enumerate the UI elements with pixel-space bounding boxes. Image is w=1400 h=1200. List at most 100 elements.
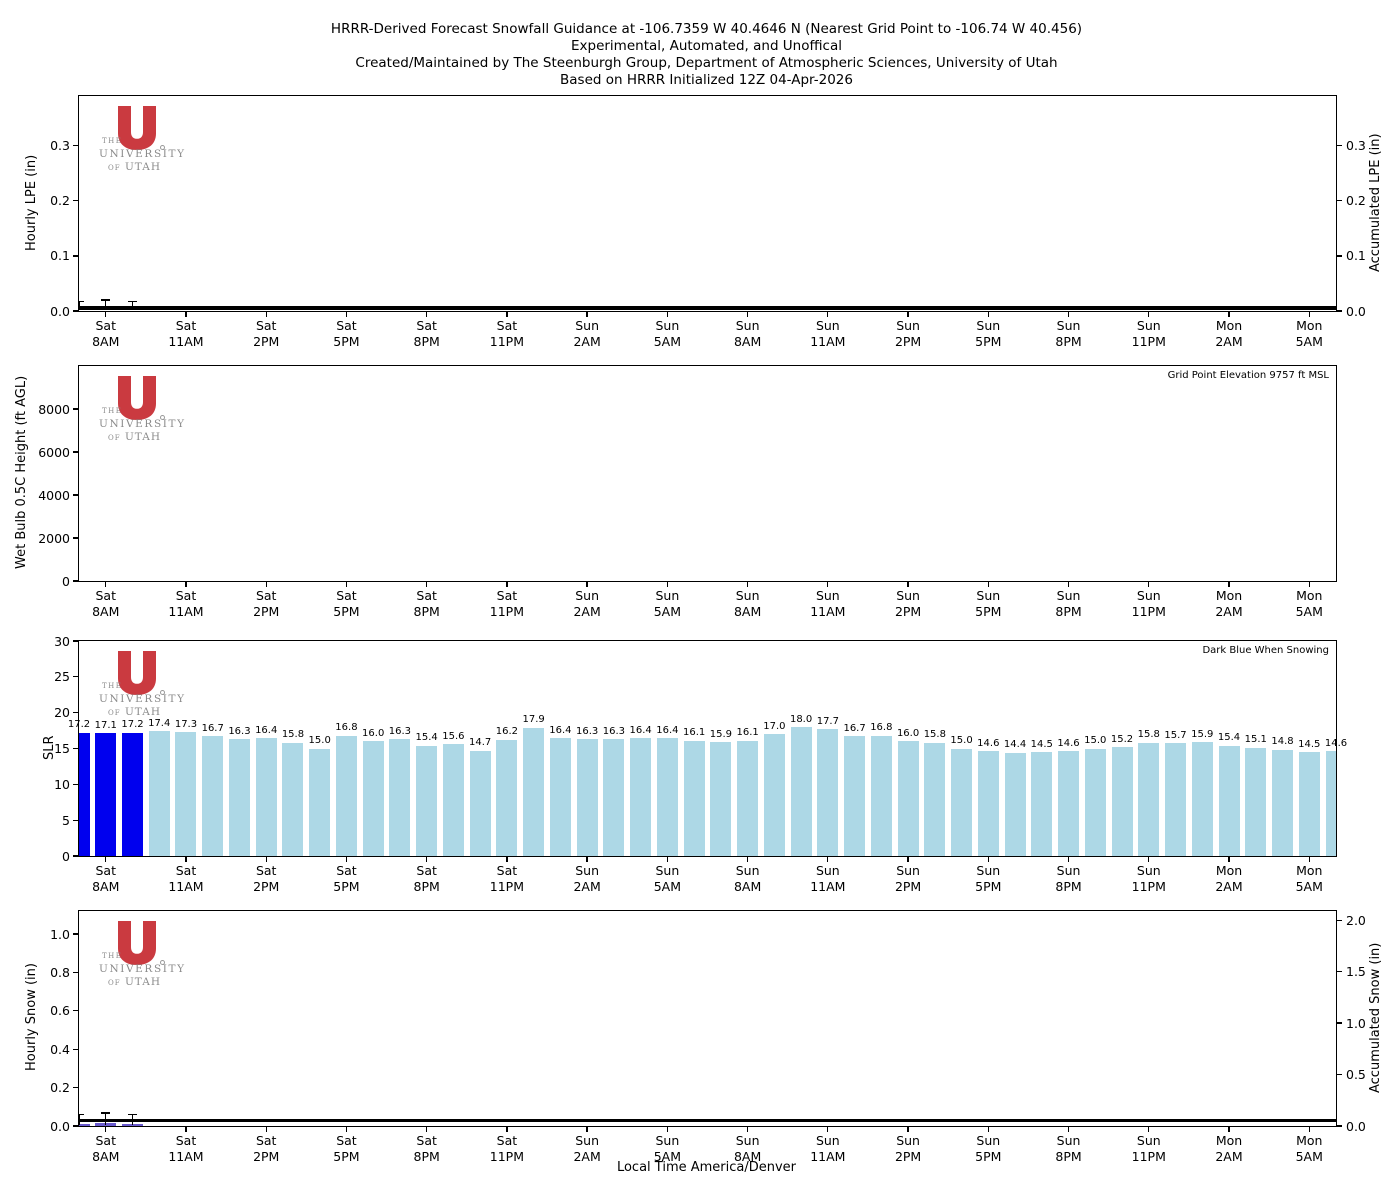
x-tick-label: Mon 5AM [1277,863,1341,894]
slr-bar [656,738,678,856]
x-tick-time: 8AM [733,878,762,894]
x-tick-mark [426,1127,428,1132]
bar-value-label: 15.0 [308,735,331,746]
x-tick-time: 8AM [733,1148,762,1164]
x-tick-day: Sun [815,1133,840,1148]
x-tick-day: Mon [1215,318,1243,333]
bar-value-label: 16.3 [228,725,251,737]
slr-bar [844,736,866,856]
hourly-snow-bar [121,1124,143,1126]
x-tick-mark [1228,582,1230,587]
x-tick-time: 8PM [413,603,440,619]
x-tick-day: Sat [416,1133,437,1148]
x-tick-day: Sun [655,863,680,878]
y-tick-label: 0 [62,573,70,589]
logo-the-text: THE [102,682,123,690]
bar-value-label: 15.1 [1244,734,1267,746]
y-tick-label: 15 [54,741,70,756]
logo-of-utah-text: OF UTAH [108,706,161,718]
panel-wet-bulb-height: Grid Point Elevation 9757 ft MSL THE UNI… [38,365,1337,619]
x-tick-mark [1148,312,1150,317]
bar-value-label: 17.7 [816,715,839,727]
y-tick-mark [73,408,78,410]
y-tick-label: 0.6 [50,1003,70,1019]
x-tick-mark [1308,857,1310,862]
y-tick-label: 10 [54,776,70,792]
x-tick-label: Sun 2PM [876,1133,940,1164]
x-tick-time: 11PM [1131,333,1166,349]
slr-bar [1191,742,1213,856]
x-tick-mark [1308,312,1310,317]
x-tick-time: 2PM [253,333,280,349]
x-tick-day: Sun [1136,318,1161,333]
y-tick-mark [73,933,78,935]
x-tick-day: Sun [976,588,1001,603]
right-y-tick-label: 0.2 [1346,193,1366,209]
slr-bar [683,740,705,856]
x-tick-time: 5AM [1295,878,1323,894]
x-tick-day: Sun [896,863,920,878]
x-tick-time: 2AM [573,1148,601,1164]
x-tick-day: Sat [336,588,357,603]
y-tick-mark [73,676,78,678]
errorbar-cap [101,299,111,301]
x-tick-label: Mon 2AM [1197,588,1261,619]
x-tick-day: Sun [815,863,840,878]
x-tick-label: Sat 11AM [154,863,218,894]
x-tick-day: Sun [1056,1133,1081,1148]
errorbar-cap [101,1112,111,1114]
x-tick-mark [185,312,187,317]
x-tick-label: Sun 2AM [555,863,619,894]
registered-trademark-icon [160,415,165,420]
y-tick-label: 0.2 [50,193,70,209]
slr-bar [523,727,545,856]
x-tick-day: Sat [336,863,357,878]
x-tick-day: Sat [416,588,437,603]
y-tick-label: 30 [54,633,70,649]
x-tick-mark [265,582,267,587]
x-tick-mark [506,1127,508,1132]
bar-value-label: 17.2 [67,719,91,731]
bar-value-label: 16.1 [682,727,706,739]
x-tick-mark [586,1127,588,1132]
y-tick-mark [73,1086,78,1089]
y-tick-label: 8000 [38,401,70,417]
logo-university-text: UNIVERSITY [99,693,186,705]
y-tick-mark [73,200,78,202]
bar-value-label: 16.4 [255,724,278,736]
x-tick-time: 5AM [653,878,682,894]
right-y-tick-label: 0.0 [1346,303,1366,319]
x-tick-time: 5AM [653,1148,682,1164]
x-tick-label: Sun 11AM [796,1133,860,1164]
x-tick-mark [265,857,267,862]
x-tick-label: Sun 5PM [956,588,1020,619]
right-y-tick-label: 1.0 [1346,1015,1366,1031]
bar-value-label: 15.4 [415,732,438,744]
bar-value-label: 16.4 [549,724,572,736]
x-tick-time: 5PM [333,1148,360,1164]
x-tick-time: 8PM [413,333,440,349]
y-tick-mark [73,971,78,974]
x-tick-mark [1228,1127,1230,1132]
x-tick-time: 2PM [894,878,922,894]
y-tick-label: 0.0 [50,303,70,319]
x-tick-time: 2PM [894,1148,922,1164]
bar-value-label: 16.0 [896,727,920,739]
y-tick-mark [73,855,78,857]
x-tick-mark [907,857,909,862]
right-y-tick-mark [1337,1073,1342,1076]
slr-bar [202,736,224,856]
grid-point-elevation-annotation: Grid Point Elevation 9757 ft MSL [1167,370,1329,381]
x-tick-mark [666,582,669,587]
x-tick-day: Sat [336,318,357,333]
utah-block-u-icon [118,651,156,695]
y-tick-mark [73,494,78,496]
x-tick-label: Sun 5AM [635,1133,699,1164]
x-tick-label: Sat 11PM [475,863,539,894]
x-tick-label: Sun 11AM [796,318,860,349]
x-tick-time: 8AM [733,603,762,619]
title-line-2: Experimental, Automated, and Unoffical [570,38,842,54]
bar-value-label: 16.4 [656,724,679,736]
bar-value-label: 15.9 [1191,728,1214,740]
bar-value-label: 15.8 [1137,729,1160,741]
